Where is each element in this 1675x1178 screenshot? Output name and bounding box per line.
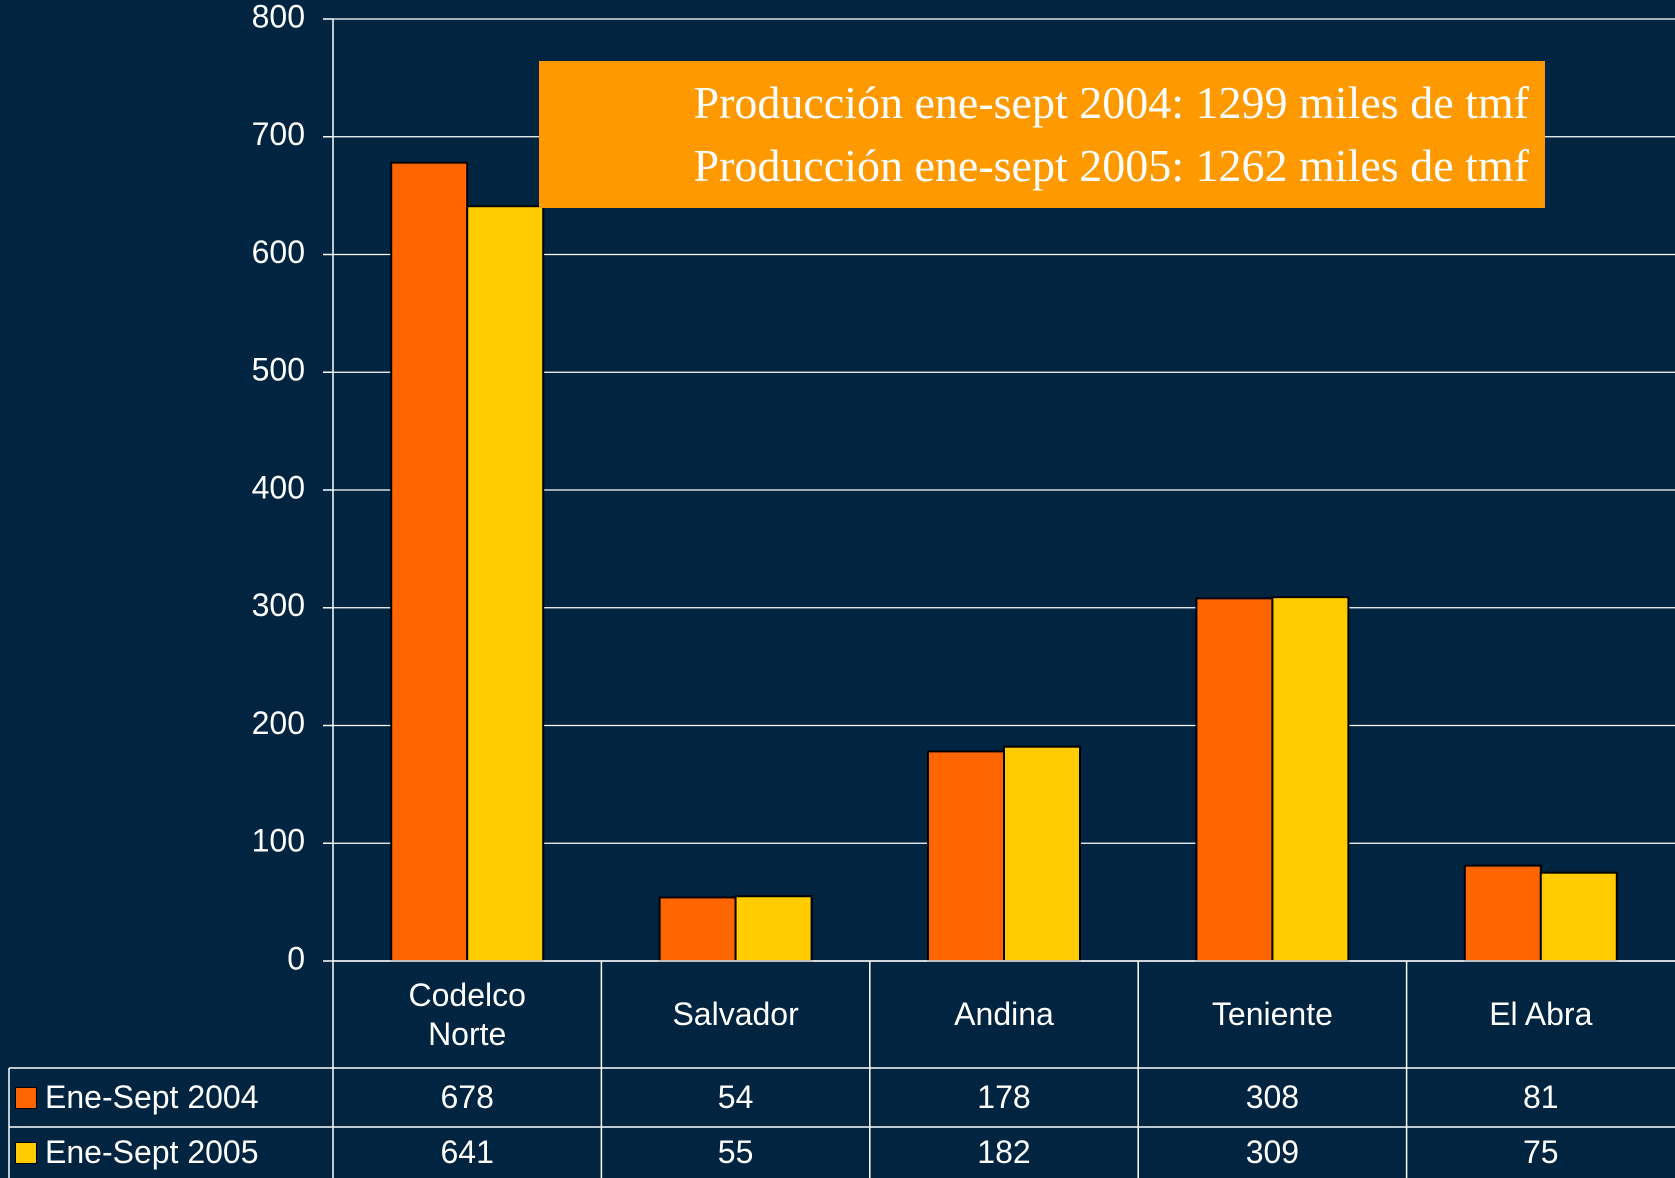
category-label: Andina <box>954 996 1054 1033</box>
table-value: 308 <box>1245 1079 1300 1116</box>
legend-label: Ene-Sept 2005 <box>45 1134 259 1171</box>
table-value: 81 <box>1522 1079 1559 1116</box>
table-value: 678 <box>440 1079 494 1116</box>
table-value: 309 <box>1245 1134 1300 1171</box>
y-tick-label: 700 <box>252 116 305 152</box>
legend-entry: Ene-Sept 2005 <box>9 1127 333 1178</box>
table-value: 641 <box>440 1134 494 1171</box>
bar <box>734 895 813 962</box>
y-tick-label: 200 <box>252 705 305 741</box>
bar <box>1539 871 1618 962</box>
legend-entry: Ene-Sept 2004 <box>9 1068 333 1127</box>
annotation-box: Producción ene-sept 2004: 1299 miles de … <box>539 61 1545 208</box>
category-label: Salvador <box>672 996 799 1033</box>
bar <box>390 161 469 962</box>
category-label: Codelco Norte <box>408 977 526 1052</box>
bar <box>466 205 545 963</box>
y-tick-label: 300 <box>252 587 305 623</box>
table-value: 54 <box>717 1079 754 1116</box>
y-tick-label: 400 <box>252 469 305 505</box>
legend-swatch <box>15 1086 37 1109</box>
category-label: El Abra <box>1489 996 1593 1033</box>
legend-swatch <box>15 1141 37 1164</box>
legend-label: Ene-Sept 2004 <box>45 1079 259 1116</box>
y-tick-label: 0 <box>287 940 305 976</box>
y-tick-label: 100 <box>252 823 305 859</box>
table-value: 178 <box>977 1079 1031 1116</box>
bar <box>1003 745 1081 962</box>
bar <box>1195 597 1274 963</box>
y-tick-label: 600 <box>252 234 305 270</box>
annotation: Producción ene-sept 2005: 1262 miles de … <box>693 139 1529 191</box>
table-value: 182 <box>977 1134 1031 1171</box>
grid <box>333 18 1675 962</box>
category-label: Teniente <box>1211 996 1333 1033</box>
annotation: Producción ene-sept 2004: 1299 miles de … <box>693 77 1529 129</box>
bar <box>1271 596 1350 963</box>
bar <box>1463 864 1542 962</box>
bar <box>927 750 1005 963</box>
bar <box>658 896 737 962</box>
y-tick-label: 800 <box>252 0 305 34</box>
table-value: 75 <box>1522 1134 1559 1171</box>
y-tick-label: 500 <box>252 352 305 388</box>
table-value: 55 <box>717 1134 754 1171</box>
